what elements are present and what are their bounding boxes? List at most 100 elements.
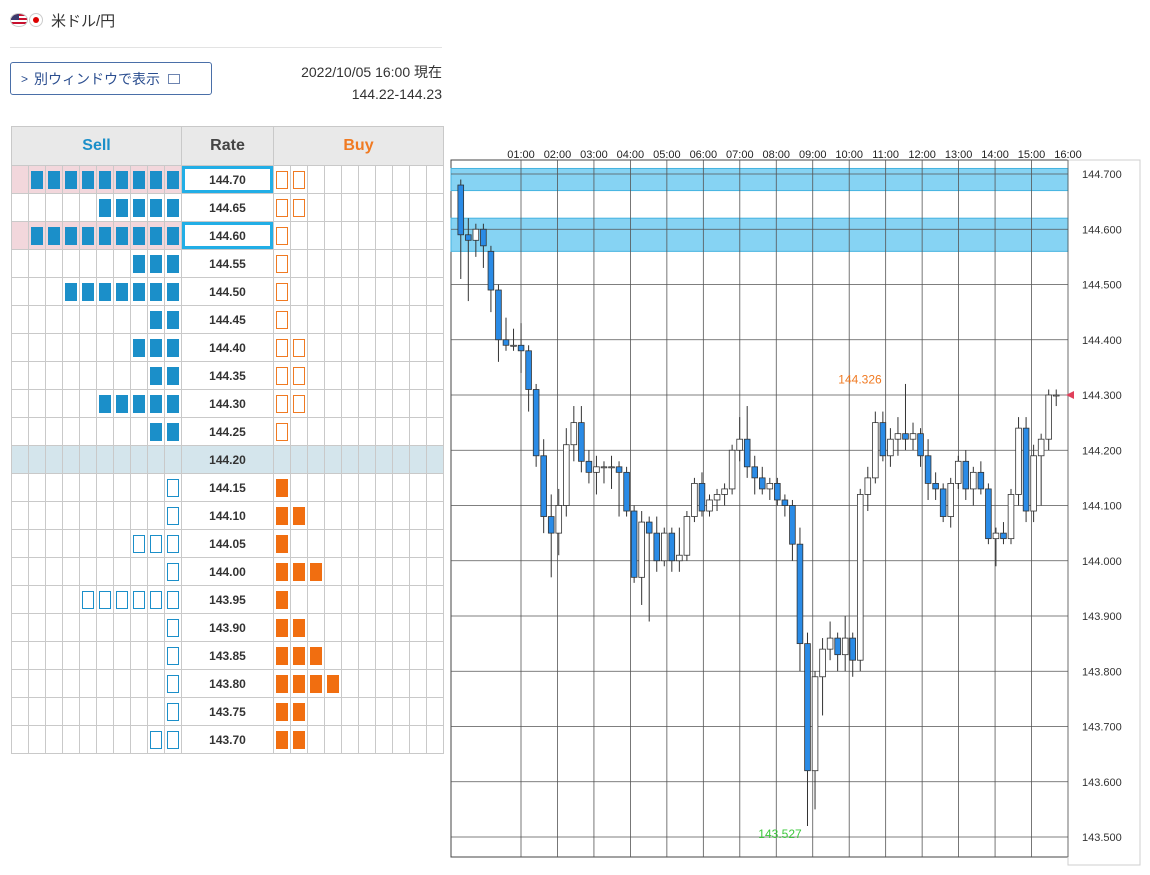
- buy-volume-cell: [273, 641, 291, 670]
- sell-volume-cell: [164, 277, 182, 306]
- sell-volume-cell: [11, 277, 29, 306]
- buy-volume-cell: [375, 333, 393, 362]
- y-tick-label: 144.700: [1082, 169, 1122, 181]
- buy-volume-cell: [341, 305, 359, 334]
- sell-volume-cell: [96, 193, 114, 222]
- buy-volume-cell: [375, 473, 393, 502]
- candle-body: [841, 637, 849, 656]
- sell-order-block: [82, 171, 94, 189]
- sell-volume-cell: [113, 445, 131, 474]
- rate-cell: 143.70: [181, 725, 274, 754]
- buy-order-block: [276, 647, 288, 665]
- candle-body: [585, 460, 593, 473]
- sell-volume-cell: [164, 333, 182, 362]
- sell-volume-cell: [28, 305, 46, 334]
- buy-volume-cell: [290, 613, 308, 642]
- candle-body: [947, 482, 954, 517]
- buy-volume-cell: [290, 193, 308, 222]
- sell-volume-cell: [45, 221, 63, 250]
- buy-volume-cell: [341, 641, 359, 670]
- candle-body: [789, 505, 796, 545]
- sell-order-block: [133, 591, 145, 609]
- sell-volume-cell: [96, 333, 114, 362]
- sell-volume-cell: [62, 333, 80, 362]
- buy-volume-cell: [375, 389, 393, 418]
- sell-order-block: [150, 283, 162, 301]
- sell-volume-cell: [79, 473, 97, 502]
- candlestick-chart[interactable]: 144.700 144.600 144.500 144.400 144.300 144.2…: [450, 145, 1142, 867]
- sell-volume-cell: [79, 165, 97, 194]
- rate-cell: 144.15: [181, 473, 274, 502]
- sell-volume-cell: [62, 725, 80, 754]
- y-tick-label: 144.000: [1082, 556, 1122, 568]
- rate-header: Rate: [181, 126, 274, 166]
- buy-volume-cell: [426, 557, 444, 586]
- sell-volume-cell: [79, 333, 97, 362]
- sell-volume-cell: [130, 277, 148, 306]
- sell-volume-cell: [96, 417, 114, 446]
- order-book-row: 144.15: [11, 473, 444, 502]
- candle-body: [977, 471, 985, 490]
- buy-volume-cell: [358, 389, 376, 418]
- sell-order-block: [167, 395, 179, 413]
- buy-volume-cell: [341, 417, 359, 446]
- order-book-row: 143.70: [11, 725, 444, 754]
- sell-volume-cell: [62, 277, 80, 306]
- buy-volume-cell: [409, 557, 427, 586]
- sell-order-block: [99, 283, 111, 301]
- sell-volume-cell: [113, 417, 131, 446]
- buy-volume-cell: [324, 361, 342, 390]
- sell-volume-cell: [164, 501, 182, 530]
- buy-volume-cell: [273, 529, 291, 558]
- popout-window-label: 別ウィンドウで表示: [34, 70, 161, 87]
- sell-order-block: [150, 423, 162, 441]
- buy-order-block: [293, 199, 305, 217]
- sell-order-block: [150, 199, 162, 217]
- candle-body: [600, 466, 608, 469]
- buy-order-block: [276, 507, 288, 525]
- buy-volume-cell: [392, 669, 410, 698]
- buy-volume-cell: [307, 249, 325, 278]
- sell-order-block: [133, 255, 145, 273]
- sell-volume-cell: [113, 501, 131, 530]
- sell-order-block: [167, 311, 179, 329]
- sell-volume-cell: [164, 249, 182, 278]
- buy-volume-cell: [409, 277, 427, 306]
- buy-volume-cell: [273, 361, 291, 390]
- buy-volume-cell: [324, 221, 342, 250]
- sell-order-block: [150, 395, 162, 413]
- buy-volume-cell: [273, 333, 291, 362]
- popout-window-button[interactable]: > 別ウィンドウで表示: [10, 62, 212, 95]
- buy-volume-cell: [307, 697, 325, 726]
- sell-volume-cell: [11, 333, 29, 362]
- sell-volume-cell: [45, 473, 63, 502]
- candle-body: [1045, 394, 1052, 440]
- candle-body: [902, 433, 909, 440]
- sell-volume-cell: [130, 641, 148, 670]
- buy-volume-cell: [307, 193, 325, 222]
- sell-volume-cell: [11, 165, 29, 194]
- sell-volume-cell: [45, 445, 63, 474]
- buy-volume-cell: [307, 221, 325, 250]
- order-book-row: 144.00: [11, 557, 444, 586]
- sell-volume-cell: [45, 417, 63, 446]
- sell-volume-cell: [45, 193, 63, 222]
- buy-volume-cell: [426, 613, 444, 642]
- sell-order-block: [116, 395, 128, 413]
- sell-order-block: [167, 507, 179, 525]
- sell-volume-cell: [164, 361, 182, 390]
- sell-volume-cell: [164, 389, 182, 418]
- candle-body: [495, 289, 502, 341]
- rate-cell: 144.30: [181, 389, 274, 418]
- sell-volume-cell: [28, 557, 46, 586]
- order-book-row: 144.35: [11, 361, 444, 390]
- candle-body: [465, 234, 472, 241]
- candle-body: [608, 466, 615, 469]
- buy-volume-cell: [290, 501, 308, 530]
- buy-volume-cell: [375, 249, 393, 278]
- sell-volume-cell: [62, 641, 80, 670]
- buy-volume-cell: [273, 305, 291, 334]
- sell-volume-cell: [28, 389, 46, 418]
- buy-volume-cell: [307, 305, 325, 334]
- sell-volume-cell: [45, 557, 63, 586]
